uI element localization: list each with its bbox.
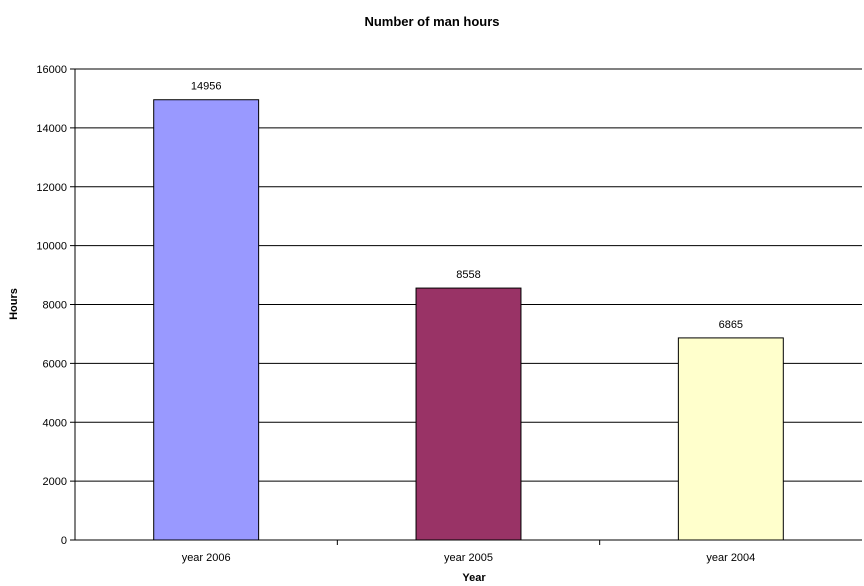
bars <box>153 99 784 541</box>
axes <box>70 68 862 545</box>
data-label: 6865 <box>719 319 743 331</box>
bar-year-2005 <box>415 287 522 541</box>
x-tick-label: year 2004 <box>706 552 755 564</box>
y-tick-label: 4000 <box>43 417 67 429</box>
labels: 0 2000 4000 6000 8000 10000 12000 14000 16000 149… <box>36 64 755 564</box>
y-tick-label: 10000 <box>36 241 67 253</box>
y-tick-label: 16000 <box>36 64 67 76</box>
x-tick-label: year 2005 <box>444 552 493 564</box>
bar-year-2004 <box>677 337 784 541</box>
y-tick-label: 6000 <box>43 358 67 370</box>
y-tick-label: 0 <box>61 535 67 547</box>
y-tick-label: 8000 <box>43 300 67 312</box>
y-tick-label: 2000 <box>43 476 67 488</box>
data-label: 14956 <box>191 81 222 93</box>
chart-title: Number of man hours <box>364 14 499 29</box>
bar-year-2006 <box>153 99 260 541</box>
y-tick-label: 14000 <box>36 123 67 135</box>
x-tick-label: year 2006 <box>182 552 231 564</box>
data-label: 8558 <box>456 269 480 281</box>
y-tick-label: 12000 <box>36 182 67 194</box>
x-axis-title: Year <box>462 572 486 584</box>
y-axis-title: Hours <box>8 288 20 320</box>
